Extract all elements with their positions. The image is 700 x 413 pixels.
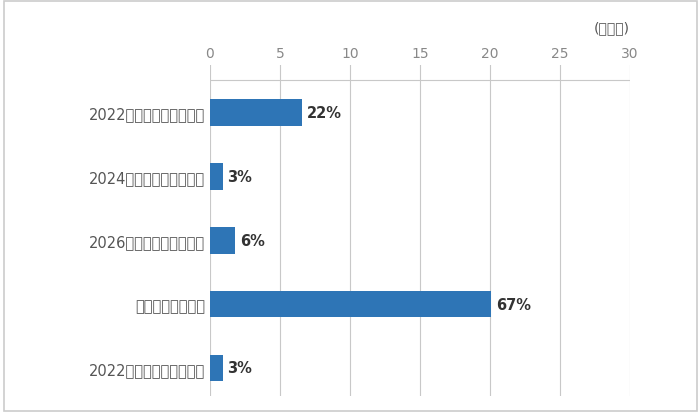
Text: 3%: 3% [228, 169, 253, 184]
Bar [210, 291, 491, 318]
Text: 67%: 67% [496, 297, 531, 312]
Bar [210, 164, 223, 190]
Bar [210, 227, 235, 254]
Text: 3%: 3% [228, 361, 253, 375]
Text: 6%: 6% [240, 233, 265, 248]
Text: (企業数): (企業数) [594, 21, 630, 36]
Bar [210, 355, 223, 382]
Text: 22%: 22% [307, 105, 342, 121]
Bar [210, 100, 302, 126]
